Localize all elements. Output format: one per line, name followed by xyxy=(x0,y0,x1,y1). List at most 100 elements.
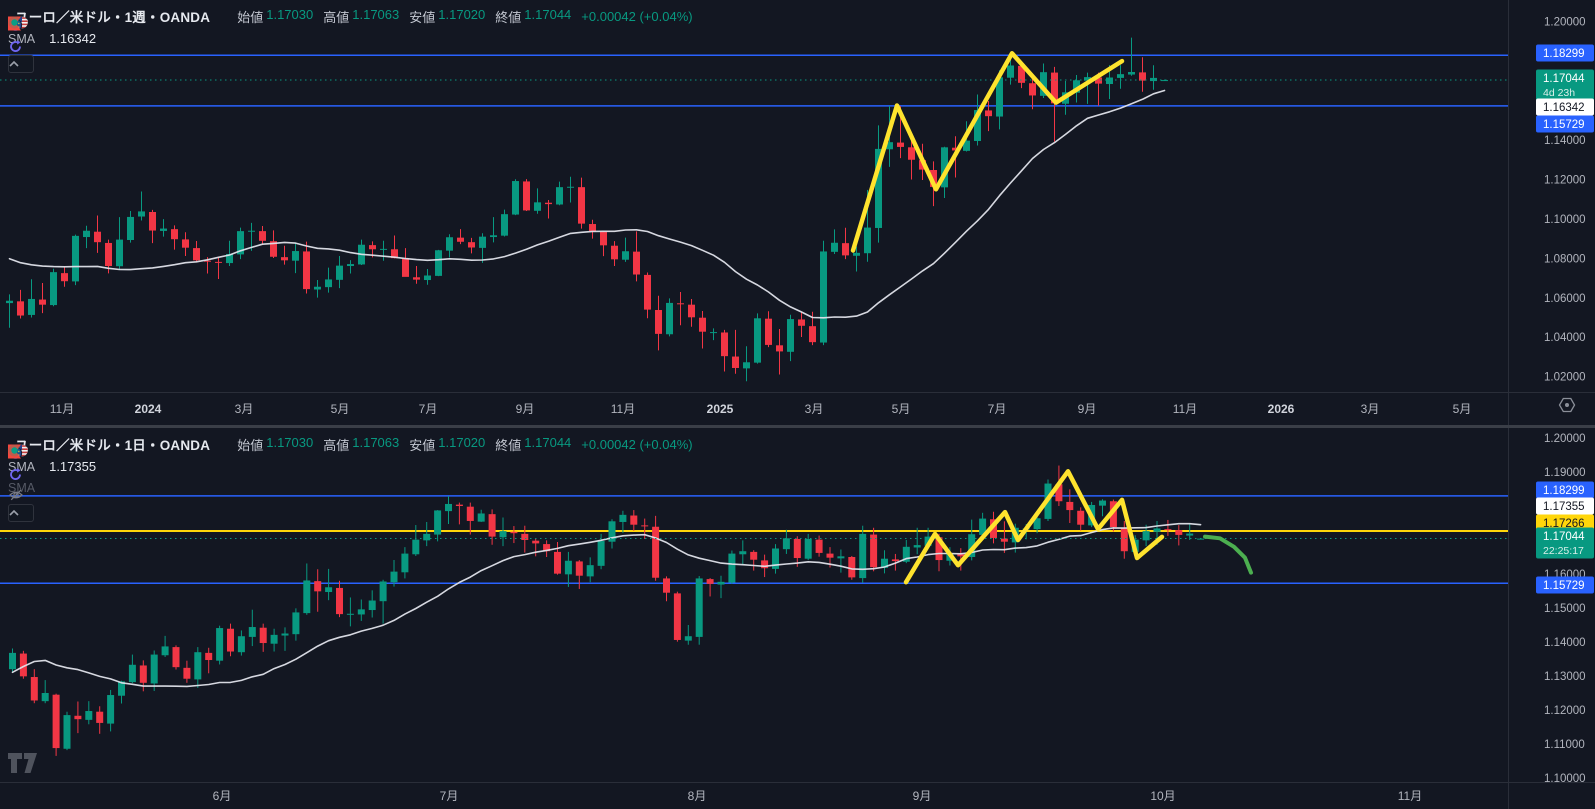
price-tag-text: 1.18299 xyxy=(1543,485,1585,497)
tradingview-logo-icon xyxy=(24,753,37,773)
candle-body xyxy=(160,228,167,231)
time-axis-label[interactable]: 2026 xyxy=(1268,402,1295,416)
time-axis-label[interactable]: 3月 xyxy=(1361,402,1380,416)
candle-body xyxy=(401,553,409,573)
sma-line[interactable] xyxy=(11,522,1202,688)
candle-body xyxy=(1106,77,1113,85)
candle-body xyxy=(379,581,387,602)
candle-body xyxy=(445,503,452,512)
candle-body xyxy=(499,531,507,538)
time-axis-label[interactable]: 5月 xyxy=(1453,402,1472,416)
candle-body xyxy=(19,653,27,677)
candle-body xyxy=(479,236,486,248)
candle-body xyxy=(815,539,823,553)
price-tag-text: 1.17266 xyxy=(1543,518,1585,530)
forecast-arrow-drawing[interactable] xyxy=(1203,534,1253,575)
candle-body xyxy=(413,277,420,280)
sma-hidden-indicator-row[interactable]: SMA xyxy=(8,479,693,500)
time-axis-label[interactable]: 7月 xyxy=(419,402,438,416)
sma-value: 1.17355 xyxy=(49,459,97,474)
candle-body xyxy=(1153,528,1161,532)
candle-body xyxy=(237,231,244,255)
trendline-drawing[interactable] xyxy=(903,469,1165,585)
candle-body xyxy=(1018,65,1025,83)
weekly-chart-canvas[interactable]: 1.20000 1.14000 1.12000 1.10000 1.08000 1.060… xyxy=(0,0,1595,425)
ohlc-readout: 始値 1.17030 高値 1.17063 安値 1.17020 終値 1.17044 … xyxy=(237,435,692,454)
candle-body xyxy=(935,537,943,561)
time-axis-label[interactable]: 11月 xyxy=(50,402,74,416)
price-tag-text: 1.17044 xyxy=(1543,73,1585,85)
open-value: 1.17030 xyxy=(266,6,314,22)
daily-chart-canvas[interactable]: 1.200001.190001.160001.150001.140001.130… xyxy=(0,428,1595,809)
time-axis-label[interactable]: 2024 xyxy=(135,402,162,416)
sma-line[interactable] xyxy=(8,89,1166,319)
candle-body xyxy=(270,241,277,257)
candle-body xyxy=(652,526,660,578)
time-axis-label[interactable]: 7月 xyxy=(440,789,459,803)
candle-body xyxy=(798,319,805,326)
price-axis-tick: 1.02000 xyxy=(1544,372,1586,384)
candle-body xyxy=(761,560,769,569)
time-axis-label[interactable]: 6月 xyxy=(213,789,232,803)
time-axis-label[interactable]: 9月 xyxy=(1078,402,1097,416)
candle-body xyxy=(336,587,343,615)
price-tag-green xyxy=(1536,527,1594,559)
time-axis-label[interactable]: 11月 xyxy=(611,402,635,416)
low-value: 1.17020 xyxy=(438,6,486,22)
time-axis-label[interactable]: 5月 xyxy=(892,402,911,416)
time-axis-label[interactable]: 10月 xyxy=(1150,789,1175,803)
candle-body xyxy=(941,147,948,188)
high-value: 1.17063 xyxy=(352,6,400,22)
candle-body xyxy=(1095,77,1102,84)
price-axis-tick: 1.04000 xyxy=(1544,332,1586,344)
candle-body xyxy=(688,304,695,318)
time-axis-label[interactable]: 2025 xyxy=(707,402,734,416)
candle-body xyxy=(782,538,790,550)
time-axis-label[interactable]: 5月 xyxy=(331,402,350,416)
symbol-title[interactable]: ユーロ／米ドル・1週・OANDA xyxy=(15,10,211,25)
sma-indicator-row[interactable]: SMA 1.16342 xyxy=(8,30,693,52)
candle-body xyxy=(619,514,627,522)
price-tag-blue xyxy=(1536,481,1594,499)
sma-value: 1.16342 xyxy=(49,31,97,46)
time-axis-label[interactable]: 3月 xyxy=(235,402,254,416)
price-tag-text: 1.16342 xyxy=(1543,102,1585,114)
price-tag-green xyxy=(1536,69,1594,101)
candle-body xyxy=(930,169,937,187)
candle-body xyxy=(608,521,616,542)
open-value: 1.17030 xyxy=(266,434,314,450)
candle-body xyxy=(347,264,354,267)
price-tag-countdown: 22:25:17 xyxy=(1543,545,1584,557)
sma-indicator-row[interactable]: SMA 1.17355 xyxy=(8,458,693,480)
time-axis-label[interactable]: 8月 xyxy=(688,789,707,803)
price-tag-text: 1.17355 xyxy=(1543,501,1585,513)
candle-body xyxy=(1164,529,1172,531)
candle-body xyxy=(346,613,354,615)
candle-body xyxy=(368,600,376,611)
collapse-pane-button[interactable] xyxy=(8,55,34,73)
candle-body xyxy=(644,274,651,310)
trendline-drawing[interactable] xyxy=(850,51,1125,253)
candle-body xyxy=(776,345,783,352)
time-axis-label[interactable]: 11月 xyxy=(1398,789,1422,803)
candle-body xyxy=(248,627,256,637)
candle-body xyxy=(172,647,180,668)
candle-body xyxy=(600,231,607,246)
candle-body xyxy=(314,581,322,592)
time-axis-label[interactable]: 9月 xyxy=(516,402,535,416)
high-label: 高値 xyxy=(323,9,350,25)
time-axis-label[interactable]: 11月 xyxy=(1173,402,1197,416)
candle-body xyxy=(706,579,714,584)
gear-icon[interactable] xyxy=(1558,397,1576,413)
candle-body xyxy=(875,148,882,228)
collapse-pane-button[interactable] xyxy=(8,504,34,522)
pane-separator[interactable] xyxy=(0,425,1595,428)
candle-body xyxy=(750,551,758,560)
time-axis-label[interactable]: 3月 xyxy=(805,402,824,416)
candle-body xyxy=(848,557,856,578)
symbol-title[interactable]: ユーロ／米ドル・1日・OANDA xyxy=(15,438,211,453)
gear-icon-center xyxy=(1565,403,1569,407)
candle-body xyxy=(963,140,970,151)
time-axis-label[interactable]: 9月 xyxy=(913,789,932,803)
time-axis-label[interactable]: 7月 xyxy=(988,402,1007,416)
